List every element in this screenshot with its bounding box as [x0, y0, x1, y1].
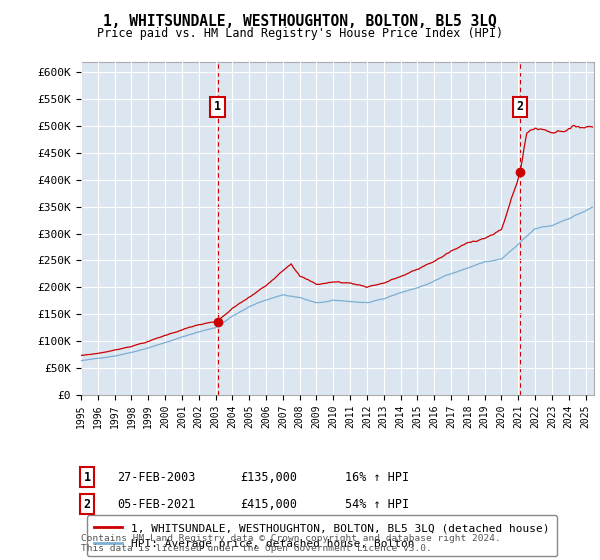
Text: 16% ↑ HPI: 16% ↑ HPI: [345, 470, 409, 484]
Text: 1: 1: [214, 100, 221, 113]
Legend: 1, WHITSUNDALE, WESTHOUGHTON, BOLTON, BL5 3LQ (detached house), HPI: Average pri: 1, WHITSUNDALE, WESTHOUGHTON, BOLTON, BL…: [86, 515, 557, 557]
Text: 27-FEB-2003: 27-FEB-2003: [117, 470, 196, 484]
Text: 1: 1: [83, 470, 91, 484]
Text: Price paid vs. HM Land Registry's House Price Index (HPI): Price paid vs. HM Land Registry's House …: [97, 27, 503, 40]
Text: 2: 2: [516, 100, 523, 113]
Text: £415,000: £415,000: [240, 497, 297, 511]
Text: 05-FEB-2021: 05-FEB-2021: [117, 497, 196, 511]
Text: 2: 2: [83, 497, 91, 511]
Text: Contains HM Land Registry data © Crown copyright and database right 2024.
This d: Contains HM Land Registry data © Crown c…: [81, 534, 501, 553]
Text: £135,000: £135,000: [240, 470, 297, 484]
Text: 54% ↑ HPI: 54% ↑ HPI: [345, 497, 409, 511]
Text: 1, WHITSUNDALE, WESTHOUGHTON, BOLTON, BL5 3LQ: 1, WHITSUNDALE, WESTHOUGHTON, BOLTON, BL…: [103, 14, 497, 29]
